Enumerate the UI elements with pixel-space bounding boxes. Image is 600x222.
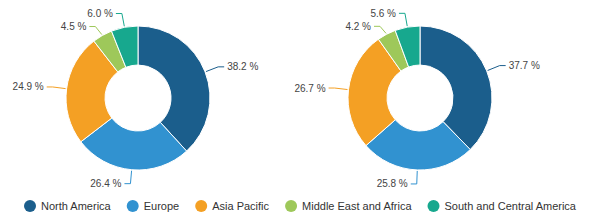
- donut-slice: [395, 26, 420, 67]
- data-label: 24.9 %: [13, 81, 44, 92]
- legend-item: North America: [24, 200, 112, 212]
- leader-line: [329, 88, 348, 90]
- leader-line: [206, 67, 224, 72]
- leader-line: [411, 171, 417, 184]
- leader-line: [89, 27, 101, 35]
- legend-swatch: [428, 200, 440, 212]
- legend-label: Asia Pacific: [212, 200, 269, 212]
- data-label: 26.4 %: [90, 178, 121, 189]
- data-label: 25.8 %: [377, 178, 408, 189]
- leader-line: [374, 26, 386, 33]
- legend-label: Europe: [144, 200, 179, 212]
- leader-line: [399, 13, 407, 26]
- data-label: 4.5 %: [61, 21, 87, 32]
- donut-chart: 38.2 % 26.4 % 24.9 % 4.5 %6.0 %: [13, 8, 259, 189]
- legend: North America Europe Asia Pacific Middle Ea…: [24, 200, 577, 212]
- legend-swatch: [24, 200, 36, 212]
- legend-swatch: [285, 200, 297, 212]
- legend-item: Asia Pacific: [195, 200, 269, 212]
- legend-item: South and Central America: [428, 200, 577, 212]
- data-label: 37.7 %: [509, 60, 540, 71]
- leader-line: [488, 66, 506, 71]
- data-label: 26.7 %: [294, 83, 325, 94]
- legend-item: Europe: [127, 200, 179, 212]
- donut-slice: [111, 26, 138, 67]
- data-label: 5.6 %: [370, 8, 396, 19]
- donut-chart: 37.7 % 25.8 % 26.7 % 4.2 % 5.6 %: [294, 8, 539, 190]
- chart-canvas: 38.2 % 26.4 % 24.9 % 4.5 %6.0 % 37.7 % 25.8 %…: [0, 0, 600, 222]
- legend-item: Middle East and Africa: [285, 200, 412, 212]
- leader-line: [116, 14, 124, 27]
- legend-swatch: [195, 200, 207, 212]
- data-label: 6.0 %: [87, 8, 113, 19]
- legend-label: North America: [41, 200, 112, 212]
- legend-label: Middle East and Africa: [302, 200, 412, 212]
- legend-label: South and Central America: [445, 200, 577, 212]
- data-label: 4.2 %: [345, 21, 371, 32]
- leader-line: [47, 87, 66, 89]
- data-label: 38.2 %: [227, 61, 258, 72]
- legend-swatch: [127, 200, 139, 212]
- leader-line: [124, 171, 131, 184]
